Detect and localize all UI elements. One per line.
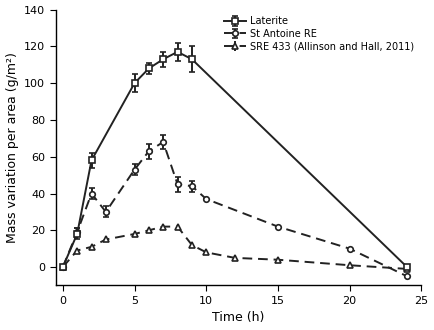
Y-axis label: Mass variation per area (g/m²): Mass variation per area (g/m²) bbox=[6, 52, 19, 243]
X-axis label: Time (h): Time (h) bbox=[212, 312, 265, 324]
Legend: Laterite, St Antoine RE, SRE 433 (Allinson and Hall, 2011): Laterite, St Antoine RE, SRE 433 (Allins… bbox=[222, 15, 417, 53]
